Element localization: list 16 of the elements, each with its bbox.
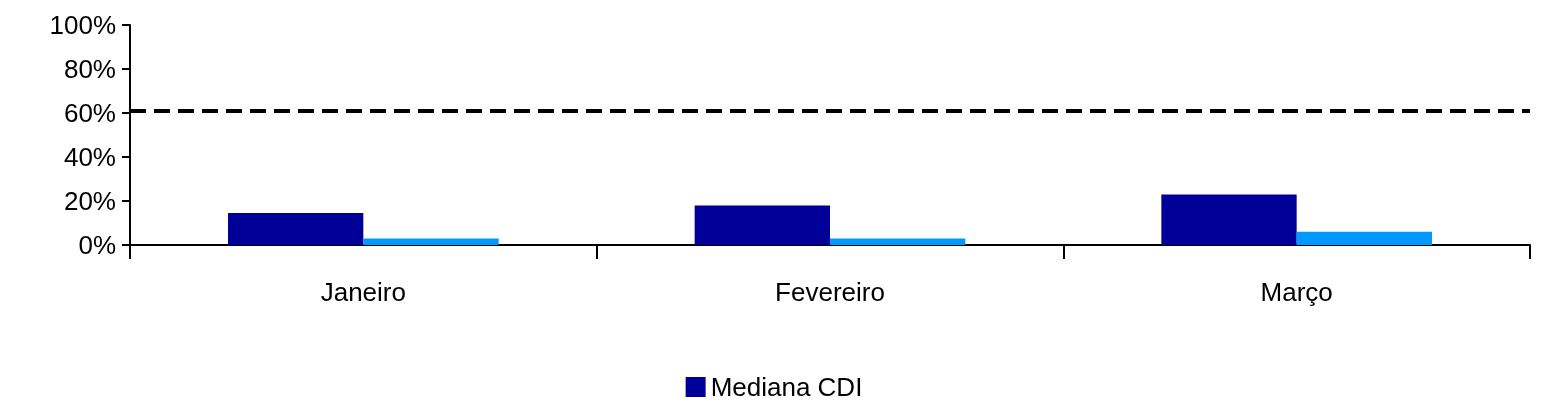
y-tick-label: 100% — [49, 10, 116, 40]
bar — [830, 238, 966, 245]
bar — [1296, 231, 1432, 245]
bar — [694, 205, 830, 245]
x-tick-label: Março — [1260, 277, 1333, 307]
bar — [228, 213, 364, 245]
bar — [363, 238, 499, 245]
y-tick-label: 80% — [63, 54, 116, 84]
y-tick-label: 60% — [63, 98, 116, 128]
y-tick-label: 0% — [78, 230, 116, 260]
bar — [1161, 194, 1297, 245]
x-tick-label: Fevereiro — [775, 277, 885, 307]
y-tick-label: 40% — [63, 142, 116, 172]
legend-label: Mediana CDI — [710, 372, 863, 402]
x-tick-label: Janeiro — [320, 277, 406, 307]
y-tick-label: 20% — [63, 186, 116, 216]
